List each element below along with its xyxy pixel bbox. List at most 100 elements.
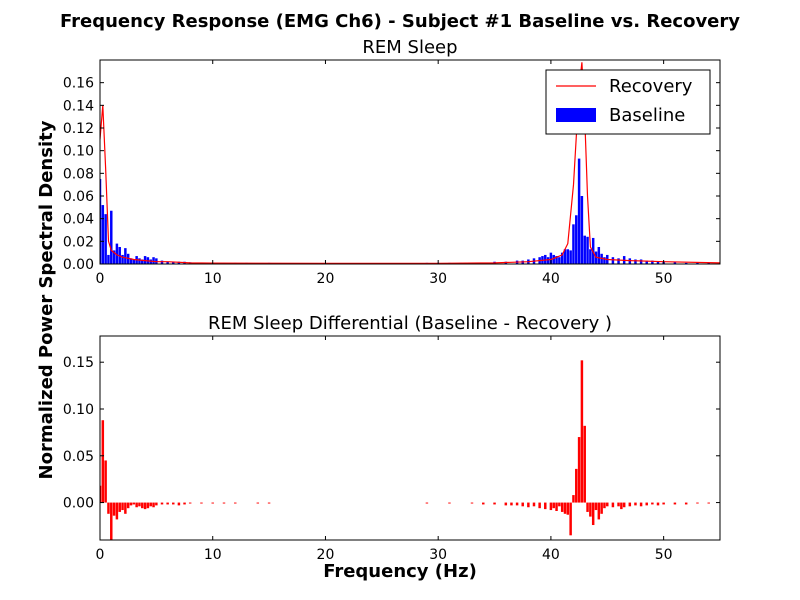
differential-bar (589, 502, 592, 517)
differential-bar (555, 502, 558, 511)
differential-bar (188, 502, 192, 504)
differential-bar (132, 502, 136, 505)
baseline-bar (132, 259, 136, 264)
bottom-plot-frame (99, 335, 721, 541)
baseline-bar (563, 249, 567, 264)
differential-bar (100, 485, 102, 503)
differential-bar (639, 502, 643, 507)
baseline-bar (104, 214, 107, 264)
baseline-bar (583, 235, 586, 264)
differential-bar (267, 502, 271, 504)
baseline-bar (611, 257, 615, 264)
differential-bar (110, 502, 113, 540)
differential-bar (662, 502, 665, 505)
differential-bar (515, 502, 519, 506)
baseline-bar (166, 261, 169, 264)
bottom-panel-title: REM Sleep Differential (Baseline - Recov… (208, 313, 612, 334)
baseline-bar (684, 262, 688, 264)
differential-bar (563, 502, 567, 514)
y-axis-label: Normalized Power Spectral Density (36, 120, 57, 479)
baseline-bar (560, 252, 564, 264)
y-tick-label: 0.00 (63, 496, 94, 512)
baseline-bar (707, 262, 710, 264)
differential-bar (135, 502, 138, 508)
differential-bar (606, 502, 609, 507)
baseline-bar (603, 257, 606, 264)
y-tick-label: 0.15 (63, 355, 94, 371)
baseline-bar (152, 257, 155, 264)
x-tick-label: 10 (204, 547, 222, 563)
x-tick-label: 50 (655, 271, 673, 287)
differential-bar (560, 502, 564, 512)
differential-bar (521, 502, 524, 507)
baseline-bar (634, 259, 637, 264)
differential-bar (566, 502, 570, 515)
differential-bar (155, 502, 158, 506)
differential-bar (211, 502, 214, 504)
differential-bar (152, 502, 155, 508)
differential-bar (141, 502, 144, 509)
differential-bar (673, 502, 677, 505)
top-panel-title: REM Sleep (362, 37, 457, 58)
bottom-y-axis: 0.00 0.05 0.10 0.15 (63, 355, 720, 512)
baseline-bar (673, 261, 677, 264)
bottom-plot-area (100, 360, 710, 540)
differential-bar (696, 502, 699, 504)
differential-bar (628, 502, 632, 507)
x-tick-label: 0 (96, 271, 105, 287)
y-tick-label: 0.06 (63, 189, 94, 205)
y-tick-label: 0.00 (63, 257, 94, 273)
baseline-bar (112, 250, 116, 264)
baseline-bar (546, 257, 550, 264)
top-panel: REM Sleep 0 10 20 30 40 50 0.000.020.040.060.… (63, 37, 721, 287)
baseline-bar (100, 179, 102, 264)
baseline-bar (586, 236, 589, 264)
y-tick-label: 0.05 (63, 449, 94, 465)
baseline-bar (580, 196, 584, 264)
differential-bar (656, 502, 660, 506)
differential-bar (617, 502, 620, 507)
differential-bar (200, 502, 203, 504)
differential-bar (101, 420, 105, 503)
baseline-bar (172, 261, 175, 264)
differential-bar (538, 502, 541, 509)
y-tick-label: 0.16 (63, 76, 94, 92)
baseline-bar (555, 256, 558, 264)
differential-bar (684, 502, 688, 505)
baseline-bar (558, 257, 561, 264)
x-tick-label: 20 (317, 271, 335, 287)
baseline-bar (115, 243, 119, 264)
legend-baseline-swatch (556, 108, 596, 122)
differential-bar (580, 360, 584, 503)
differential-bar (600, 502, 603, 514)
differential-bar (104, 460, 107, 503)
differential-bar (603, 502, 606, 509)
differential-bar (172, 502, 175, 505)
differential-bar (527, 502, 530, 508)
differential-bar (470, 502, 474, 504)
differential-bar (622, 502, 626, 508)
baseline-bar (141, 259, 144, 264)
differential-bar (572, 495, 575, 503)
x-tick-label: 20 (317, 547, 335, 563)
baseline-bar (617, 258, 620, 264)
x-tick-label: 30 (429, 271, 447, 287)
differential-bar (569, 502, 572, 536)
differential-bar (118, 502, 121, 512)
x-tick-label: 40 (542, 547, 560, 563)
baseline-bar (121, 254, 124, 264)
differential-bar (651, 502, 654, 505)
differential-bar (160, 502, 164, 505)
baseline-bar (107, 254, 110, 264)
top-y-axis: 0.00 0.02 0.04 0.06 0.08 0.10 0.12 0.14 0.16 (63, 76, 720, 273)
differential-bar (707, 502, 710, 504)
x-tick-label: 50 (655, 547, 673, 563)
differential-bar (611, 502, 615, 508)
differential-bar (425, 502, 429, 504)
differential-bar (544, 502, 547, 510)
top-plot-frame (99, 59, 721, 265)
differential-bar (577, 437, 581, 503)
y-tick-label: 0.02 (63, 234, 94, 250)
legend: Recovery Baseline (545, 69, 711, 135)
baseline-bar (597, 247, 601, 264)
